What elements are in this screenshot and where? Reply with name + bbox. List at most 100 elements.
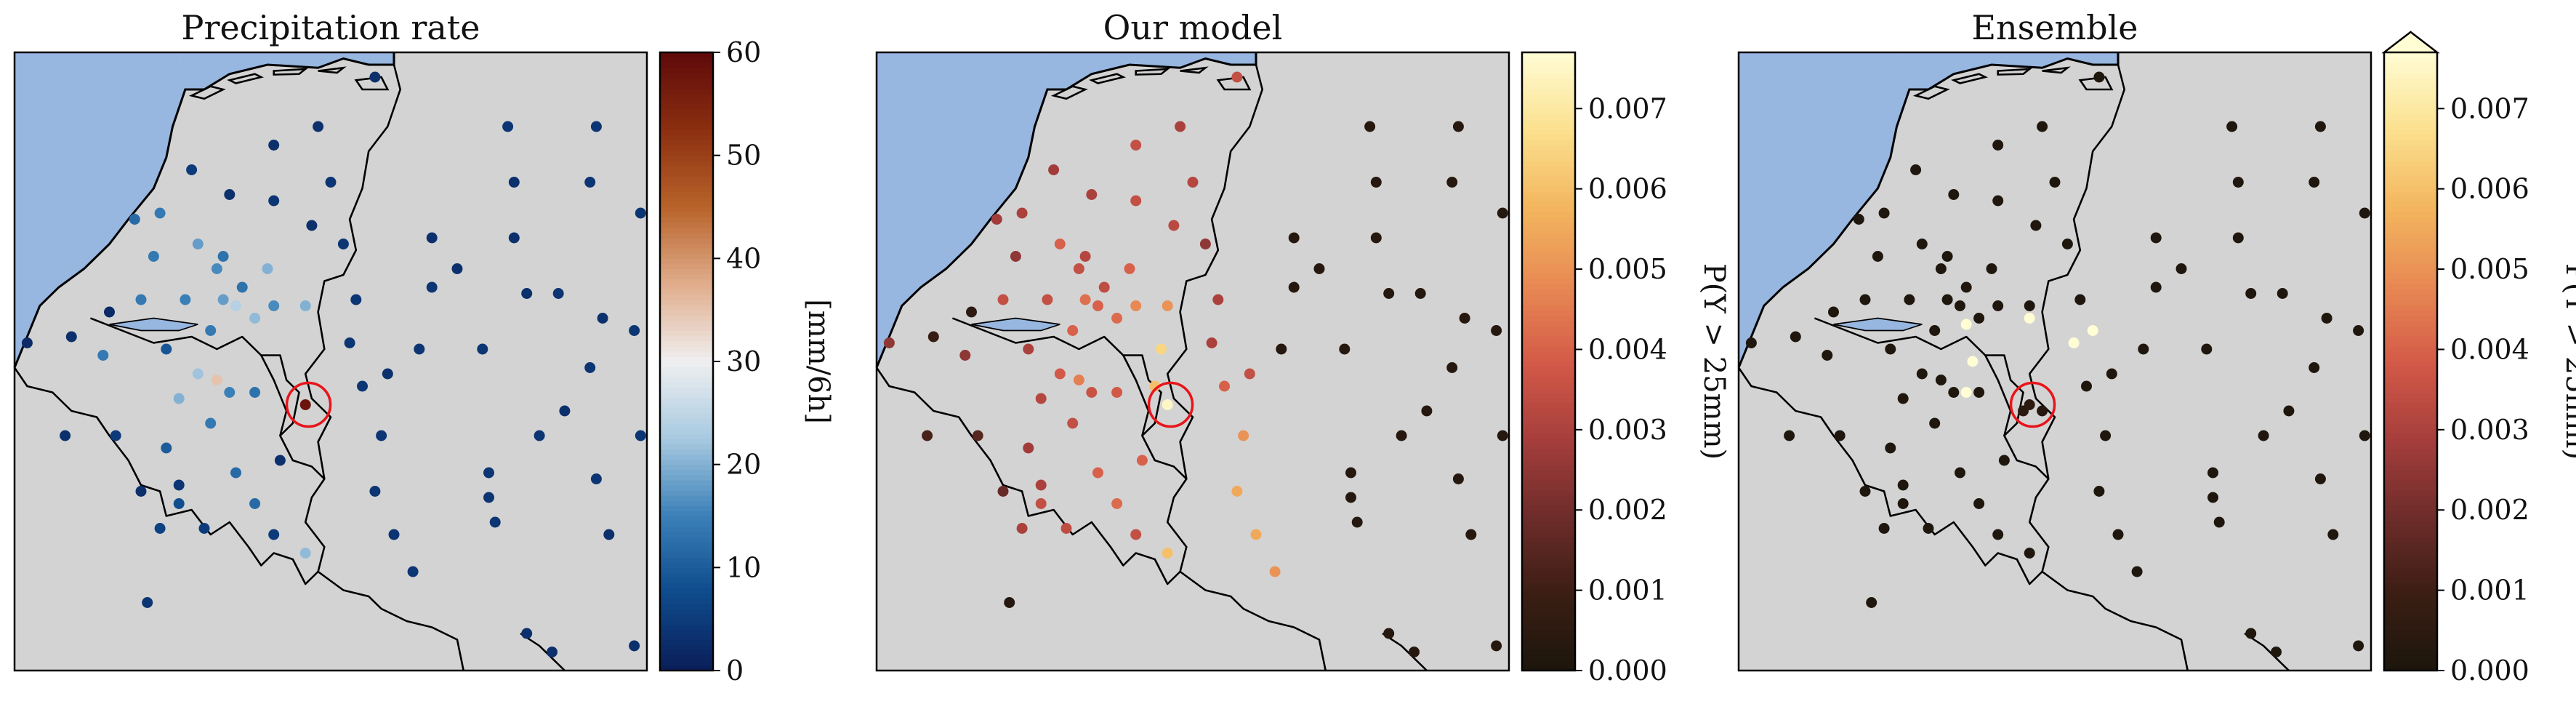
colorbar-segment [660,598,713,604]
colorbar-segment [1522,521,1575,527]
colorbar-segment [2384,201,2437,208]
station-point [1992,529,2004,540]
station-point [2283,405,2295,417]
colorbar-tick-label: 60 [726,36,761,68]
station-point [2353,640,2364,652]
station-point [966,306,977,318]
station-point [198,523,210,534]
station-point [2024,548,2035,559]
colorbar-frame [1521,51,1577,672]
colorbar-segment [2384,454,2437,460]
station-point [1339,343,1351,355]
coastline [1737,52,2120,369]
colorbar-segment [2384,485,2437,491]
colorbar-segment [660,222,713,228]
colorbar-segment [2384,505,2437,512]
station-point [1872,251,1883,262]
station-point [1497,430,1508,441]
station-point [1175,121,1186,132]
colorbar-segment [2384,135,2437,141]
colorbar-segment [660,479,713,486]
colorbar-segment [2384,644,2437,651]
colorbar-segment [2384,372,2437,377]
station-point [1048,164,1060,175]
station-point [2081,380,2092,392]
colorbar-segment [2384,124,2437,130]
colorbar-segment [660,516,713,522]
colorbar-segment [2384,165,2437,172]
station-point [1935,375,1947,385]
colorbar-segment [2384,212,2437,218]
colorbar-segment [1522,140,1575,146]
colorbar-segment [660,562,713,568]
colorbar-segment [660,402,713,409]
station-point [2226,121,2238,132]
colorbar-segment [660,593,713,599]
map-frame [875,51,1510,672]
colorbar-segment [660,227,713,233]
coastline [875,52,1257,369]
colorbar-segment [1522,417,1575,424]
colorbar-segment [1522,412,1575,419]
colorbar-segment [2384,500,2437,506]
station-point [1010,251,1021,262]
colorbar-segment [2384,490,2437,496]
colorbar-segment [660,263,713,270]
station-point [1364,121,1376,132]
panel-title: Our model [1103,8,1283,47]
colorbar-segment [1522,557,1575,563]
station-point [1288,281,1300,293]
country-border-2 [89,317,326,480]
station-point [2150,281,2162,293]
colorbar-segment [2384,315,2437,321]
station-point [2321,313,2333,324]
colorbar-segment [1522,73,1575,79]
sea-area-north [1903,52,2118,89]
station-point [508,177,520,188]
colorbar-segment [2384,634,2437,641]
colorbar-tick-label: 10 [726,551,761,583]
station-point [521,628,533,639]
station-point [991,214,1002,225]
station-point [2232,232,2244,244]
station-point [299,399,311,410]
station-point [2245,628,2257,639]
station-point [883,337,895,348]
station-point [1199,239,1211,249]
colorbar-segment [2384,479,2437,486]
station-point [1955,467,1965,479]
colorbar-segment [2384,207,2437,213]
country-border-1 [13,367,319,585]
station-point [236,281,248,293]
coastline [13,52,395,369]
colorbar-segment [2384,232,2437,239]
country-border-5 [2041,570,2189,671]
station-point [2258,430,2269,441]
colorbar-segment [660,73,713,79]
station-point [2131,566,2143,577]
colorbar-segment [660,474,713,481]
colorbar-tick-label: 0.007 [2450,92,2529,124]
station-point [104,306,115,318]
station-point [1923,523,1934,534]
map-panel-1 [13,51,648,672]
colorbar-segment [2384,412,2437,419]
station-point [1992,195,2004,207]
station-point [1079,251,1091,262]
station-point [1465,529,1477,540]
colorbar-segment [660,526,713,532]
station-point [534,430,545,441]
colorbar-segment [660,248,713,254]
station-point [489,516,501,528]
colorbar-segment [660,320,713,327]
colorbar-segment [1522,68,1575,73]
colorbar-segment [660,310,713,316]
colorbar-segment [1522,335,1575,342]
colorbar-segment [2384,367,2437,372]
colorbar-segment [660,361,713,367]
colorbar-segment [1522,356,1575,362]
station-point [1060,523,1072,534]
colorbar-segment [660,57,713,63]
station-point [1130,300,1142,311]
colorbar-segment [2384,577,2437,584]
